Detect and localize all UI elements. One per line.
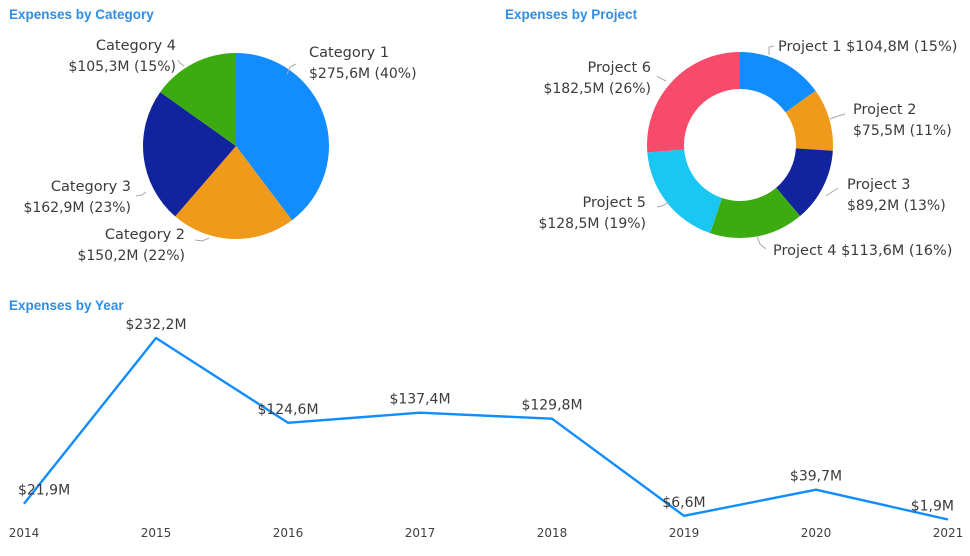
- leader-line-category-2: [194, 237, 210, 242]
- leader-line-project-5: [656, 201, 670, 208]
- leader-line-project-3: [825, 187, 839, 197]
- category-chart-title: Expenses by Category: [9, 7, 154, 22]
- data-label-category-4: Category 4: [96, 38, 176, 54]
- slice-category-1[interactable]: [236, 53, 330, 221]
- data-label-project-5: Project 5: [583, 195, 646, 211]
- slice-project-1[interactable]: [740, 52, 816, 113]
- slice-category-4[interactable]: [160, 52, 236, 146]
- data-label-2020: $39,7M: [790, 469, 842, 485]
- leader-line-project-2: [829, 113, 846, 120]
- data-label-project-4: Project 4 $113,6M (16%): [773, 243, 952, 259]
- leader-line-category-4: [177, 59, 185, 67]
- leader-line-project-1: [768, 45, 775, 55]
- data-value-category-1: $275,6M (40%): [309, 66, 417, 82]
- year-line-chart: 2014 2015 2016 2017 2018 2019 2020 2021 $21,9M $2…: [9, 317, 964, 540]
- data-value-category-3: $162,9M (23%): [23, 200, 131, 216]
- x-tick-2018: 2018: [537, 526, 568, 540]
- project-chart-title: Expenses by Project: [505, 7, 638, 22]
- data-label-project-6: Project 6: [588, 60, 651, 76]
- leader-line-category-3: [135, 191, 147, 197]
- data-value-project-6: $182,5M (26%): [543, 81, 651, 97]
- expenses-line[interactable]: [23, 336, 949, 521]
- data-label-project-2: Project 2: [853, 102, 916, 118]
- data-label-2017: $137,4M: [389, 392, 450, 408]
- data-value-category-4: $105,3M (15%): [68, 59, 176, 75]
- x-tick-2014: 2014: [9, 526, 40, 540]
- x-tick-2017: 2017: [405, 526, 436, 540]
- x-tick-2020: 2020: [801, 526, 832, 540]
- data-value-project-3: $89,2M (13%): [847, 198, 946, 214]
- slice-project-6[interactable]: [647, 52, 740, 153]
- slice-category-3[interactable]: [143, 92, 236, 217]
- data-label-2021: $1,9M: [911, 499, 954, 515]
- data-label-2019: $6,6M: [662, 495, 705, 511]
- x-tick-2021: 2021: [933, 526, 964, 540]
- year-chart-title: Expenses by Year: [9, 298, 124, 313]
- data-label-2016: $124,6M: [257, 402, 318, 418]
- slice-project-3[interactable]: [776, 148, 833, 217]
- slice-project-2[interactable]: [785, 90, 833, 151]
- leader-line-category-1: [286, 63, 297, 75]
- slice-project-5[interactable]: [647, 149, 723, 234]
- data-label-category-2: Category 2: [105, 227, 185, 243]
- project-donut-chart: Project 1 $104,8M (15%) Project 2 $75,5M (…: [538, 39, 957, 259]
- slice-category-2[interactable]: [175, 146, 293, 240]
- category-pie-chart: Category 1 $275,6M (40%) Category 2 $150,2M…: [23, 38, 416, 264]
- data-label-2015: $232,2M: [125, 317, 186, 333]
- leader-line-project-6: [656, 75, 667, 82]
- x-tick-2015: 2015: [141, 526, 172, 540]
- x-tick-2019: 2019: [669, 526, 700, 540]
- data-label-project-1: Project 1 $104,8M (15%): [778, 39, 957, 55]
- data-value-category-2: $150,2M (22%): [77, 248, 185, 264]
- data-label-category-1: Category 1: [309, 45, 389, 61]
- slice-project-4[interactable]: [710, 187, 801, 239]
- data-value-project-5: $128,5M (19%): [538, 216, 646, 232]
- data-label-2014: $21,9M: [18, 483, 70, 499]
- data-label-project-3: Project 3: [847, 177, 910, 193]
- x-tick-2016: 2016: [273, 526, 304, 540]
- leader-line-project-4: [756, 235, 767, 250]
- data-label-category-3: Category 3: [51, 179, 131, 195]
- data-value-project-2: $75,5M (11%): [853, 123, 952, 139]
- data-label-2018: $129,8M: [521, 398, 582, 414]
